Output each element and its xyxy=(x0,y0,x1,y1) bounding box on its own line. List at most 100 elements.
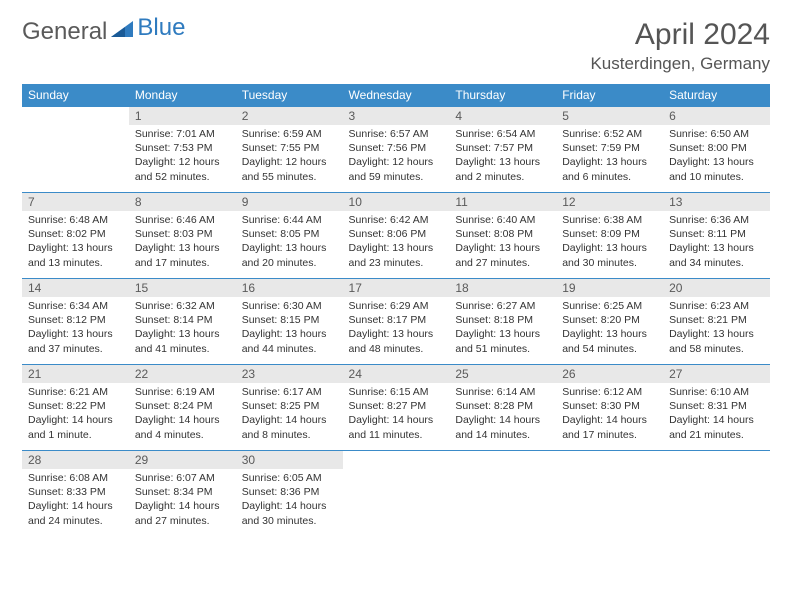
day-details: Sunrise: 6:57 AMSunset: 7:56 PMDaylight:… xyxy=(343,125,450,188)
day-number: 14 xyxy=(22,279,129,297)
calendar-cell: 9Sunrise: 6:44 AMSunset: 8:05 PMDaylight… xyxy=(236,193,343,279)
day-number: 13 xyxy=(663,193,770,211)
calendar-cell: 6Sunrise: 6:50 AMSunset: 8:00 PMDaylight… xyxy=(663,107,770,193)
location-label: Kusterdingen, Germany xyxy=(590,54,770,74)
calendar-cell: 29Sunrise: 6:07 AMSunset: 8:34 PMDayligh… xyxy=(129,451,236,537)
calendar-cell: 5Sunrise: 6:52 AMSunset: 7:59 PMDaylight… xyxy=(556,107,663,193)
calendar-cell: 15Sunrise: 6:32 AMSunset: 8:14 PMDayligh… xyxy=(129,279,236,365)
day-number: 1 xyxy=(129,107,236,125)
calendar-cell: 12Sunrise: 6:38 AMSunset: 8:09 PMDayligh… xyxy=(556,193,663,279)
calendar-cell: 8Sunrise: 6:46 AMSunset: 8:03 PMDaylight… xyxy=(129,193,236,279)
header: General Blue April 2024 Kusterdingen, Ge… xyxy=(22,18,770,74)
logo-text-2: Blue xyxy=(137,14,185,42)
weekday-header: Sunday xyxy=(22,84,129,107)
calendar-cell: 4Sunrise: 6:54 AMSunset: 7:57 PMDaylight… xyxy=(449,107,556,193)
day-details: Sunrise: 6:23 AMSunset: 8:21 PMDaylight:… xyxy=(663,297,770,360)
day-number: 2 xyxy=(236,107,343,125)
day-number: 24 xyxy=(343,365,450,383)
calendar-cell: 10Sunrise: 6:42 AMSunset: 8:06 PMDayligh… xyxy=(343,193,450,279)
day-details: Sunrise: 6:46 AMSunset: 8:03 PMDaylight:… xyxy=(129,211,236,274)
day-details: Sunrise: 6:21 AMSunset: 8:22 PMDaylight:… xyxy=(22,383,129,446)
calendar-cell: 2Sunrise: 6:59 AMSunset: 7:55 PMDaylight… xyxy=(236,107,343,193)
calendar-cell: 30Sunrise: 6:05 AMSunset: 8:36 PMDayligh… xyxy=(236,451,343,537)
day-number: 21 xyxy=(22,365,129,383)
calendar-row: 21Sunrise: 6:21 AMSunset: 8:22 PMDayligh… xyxy=(22,365,770,451)
day-number: 4 xyxy=(449,107,556,125)
calendar-cell: 11Sunrise: 6:40 AMSunset: 8:08 PMDayligh… xyxy=(449,193,556,279)
day-number: 19 xyxy=(556,279,663,297)
day-details: Sunrise: 6:19 AMSunset: 8:24 PMDaylight:… xyxy=(129,383,236,446)
day-number: 22 xyxy=(129,365,236,383)
page-title: April 2024 xyxy=(590,18,770,52)
day-details: Sunrise: 6:36 AMSunset: 8:11 PMDaylight:… xyxy=(663,211,770,274)
calendar-cell: 19Sunrise: 6:25 AMSunset: 8:20 PMDayligh… xyxy=(556,279,663,365)
day-details: Sunrise: 6:48 AMSunset: 8:02 PMDaylight:… xyxy=(22,211,129,274)
day-number: 7 xyxy=(22,193,129,211)
day-details: Sunrise: 6:14 AMSunset: 8:28 PMDaylight:… xyxy=(449,383,556,446)
weekday-header: Wednesday xyxy=(343,84,450,107)
day-details: Sunrise: 6:50 AMSunset: 8:00 PMDaylight:… xyxy=(663,125,770,188)
day-details: Sunrise: 6:44 AMSunset: 8:05 PMDaylight:… xyxy=(236,211,343,274)
calendar-cell xyxy=(449,451,556,537)
day-details: Sunrise: 6:40 AMSunset: 8:08 PMDaylight:… xyxy=(449,211,556,274)
calendar-cell: 27Sunrise: 6:10 AMSunset: 8:31 PMDayligh… xyxy=(663,365,770,451)
calendar-cell: 3Sunrise: 6:57 AMSunset: 7:56 PMDaylight… xyxy=(343,107,450,193)
day-details: Sunrise: 6:32 AMSunset: 8:14 PMDaylight:… xyxy=(129,297,236,360)
day-details: Sunrise: 6:15 AMSunset: 8:27 PMDaylight:… xyxy=(343,383,450,446)
day-details: Sunrise: 6:05 AMSunset: 8:36 PMDaylight:… xyxy=(236,469,343,532)
calendar-cell xyxy=(556,451,663,537)
day-details: Sunrise: 6:38 AMSunset: 8:09 PMDaylight:… xyxy=(556,211,663,274)
day-number: 11 xyxy=(449,193,556,211)
day-details: Sunrise: 6:10 AMSunset: 8:31 PMDaylight:… xyxy=(663,383,770,446)
day-number: 18 xyxy=(449,279,556,297)
calendar-cell: 1Sunrise: 7:01 AMSunset: 7:53 PMDaylight… xyxy=(129,107,236,193)
day-number: 20 xyxy=(663,279,770,297)
day-details: Sunrise: 6:52 AMSunset: 7:59 PMDaylight:… xyxy=(556,125,663,188)
logo-text-1: General xyxy=(22,18,107,46)
day-details: Sunrise: 6:59 AMSunset: 7:55 PMDaylight:… xyxy=(236,125,343,188)
day-number: 30 xyxy=(236,451,343,469)
day-details: Sunrise: 6:17 AMSunset: 8:25 PMDaylight:… xyxy=(236,383,343,446)
day-details: Sunrise: 6:54 AMSunset: 7:57 PMDaylight:… xyxy=(449,125,556,188)
weekday-header: Thursday xyxy=(449,84,556,107)
day-number: 29 xyxy=(129,451,236,469)
calendar-cell: 26Sunrise: 6:12 AMSunset: 8:30 PMDayligh… xyxy=(556,365,663,451)
calendar-cell: 21Sunrise: 6:21 AMSunset: 8:22 PMDayligh… xyxy=(22,365,129,451)
calendar-cell: 20Sunrise: 6:23 AMSunset: 8:21 PMDayligh… xyxy=(663,279,770,365)
title-block: April 2024 Kusterdingen, Germany xyxy=(590,18,770,74)
day-details: Sunrise: 6:08 AMSunset: 8:33 PMDaylight:… xyxy=(22,469,129,532)
day-number: 12 xyxy=(556,193,663,211)
day-number: 6 xyxy=(663,107,770,125)
day-details: Sunrise: 6:07 AMSunset: 8:34 PMDaylight:… xyxy=(129,469,236,532)
day-details: Sunrise: 6:30 AMSunset: 8:15 PMDaylight:… xyxy=(236,297,343,360)
day-details: Sunrise: 7:01 AMSunset: 7:53 PMDaylight:… xyxy=(129,125,236,188)
calendar-row: 14Sunrise: 6:34 AMSunset: 8:12 PMDayligh… xyxy=(22,279,770,365)
calendar-cell: 28Sunrise: 6:08 AMSunset: 8:33 PMDayligh… xyxy=(22,451,129,537)
calendar-cell: 13Sunrise: 6:36 AMSunset: 8:11 PMDayligh… xyxy=(663,193,770,279)
calendar-cell: 23Sunrise: 6:17 AMSunset: 8:25 PMDayligh… xyxy=(236,365,343,451)
day-details: Sunrise: 6:29 AMSunset: 8:17 PMDaylight:… xyxy=(343,297,450,360)
day-number: 16 xyxy=(236,279,343,297)
calendar-cell: 22Sunrise: 6:19 AMSunset: 8:24 PMDayligh… xyxy=(129,365,236,451)
weekday-header: Saturday xyxy=(663,84,770,107)
calendar-cell: 16Sunrise: 6:30 AMSunset: 8:15 PMDayligh… xyxy=(236,279,343,365)
day-details: Sunrise: 6:42 AMSunset: 8:06 PMDaylight:… xyxy=(343,211,450,274)
day-number: 9 xyxy=(236,193,343,211)
calendar-row: 1Sunrise: 7:01 AMSunset: 7:53 PMDaylight… xyxy=(22,107,770,193)
day-number: 10 xyxy=(343,193,450,211)
day-details: Sunrise: 6:27 AMSunset: 8:18 PMDaylight:… xyxy=(449,297,556,360)
day-number: 23 xyxy=(236,365,343,383)
calendar-cell: 24Sunrise: 6:15 AMSunset: 8:27 PMDayligh… xyxy=(343,365,450,451)
weekday-header: Monday xyxy=(129,84,236,107)
calendar-cell: 25Sunrise: 6:14 AMSunset: 8:28 PMDayligh… xyxy=(449,365,556,451)
calendar-cell: 14Sunrise: 6:34 AMSunset: 8:12 PMDayligh… xyxy=(22,279,129,365)
calendar-row: 28Sunrise: 6:08 AMSunset: 8:33 PMDayligh… xyxy=(22,451,770,537)
day-details: Sunrise: 6:34 AMSunset: 8:12 PMDaylight:… xyxy=(22,297,129,360)
day-number: 3 xyxy=(343,107,450,125)
day-number: 15 xyxy=(129,279,236,297)
day-number: 25 xyxy=(449,365,556,383)
day-number: 8 xyxy=(129,193,236,211)
calendar-table: SundayMondayTuesdayWednesdayThursdayFrid… xyxy=(22,84,770,537)
weekday-header: Tuesday xyxy=(236,84,343,107)
day-number: 5 xyxy=(556,107,663,125)
